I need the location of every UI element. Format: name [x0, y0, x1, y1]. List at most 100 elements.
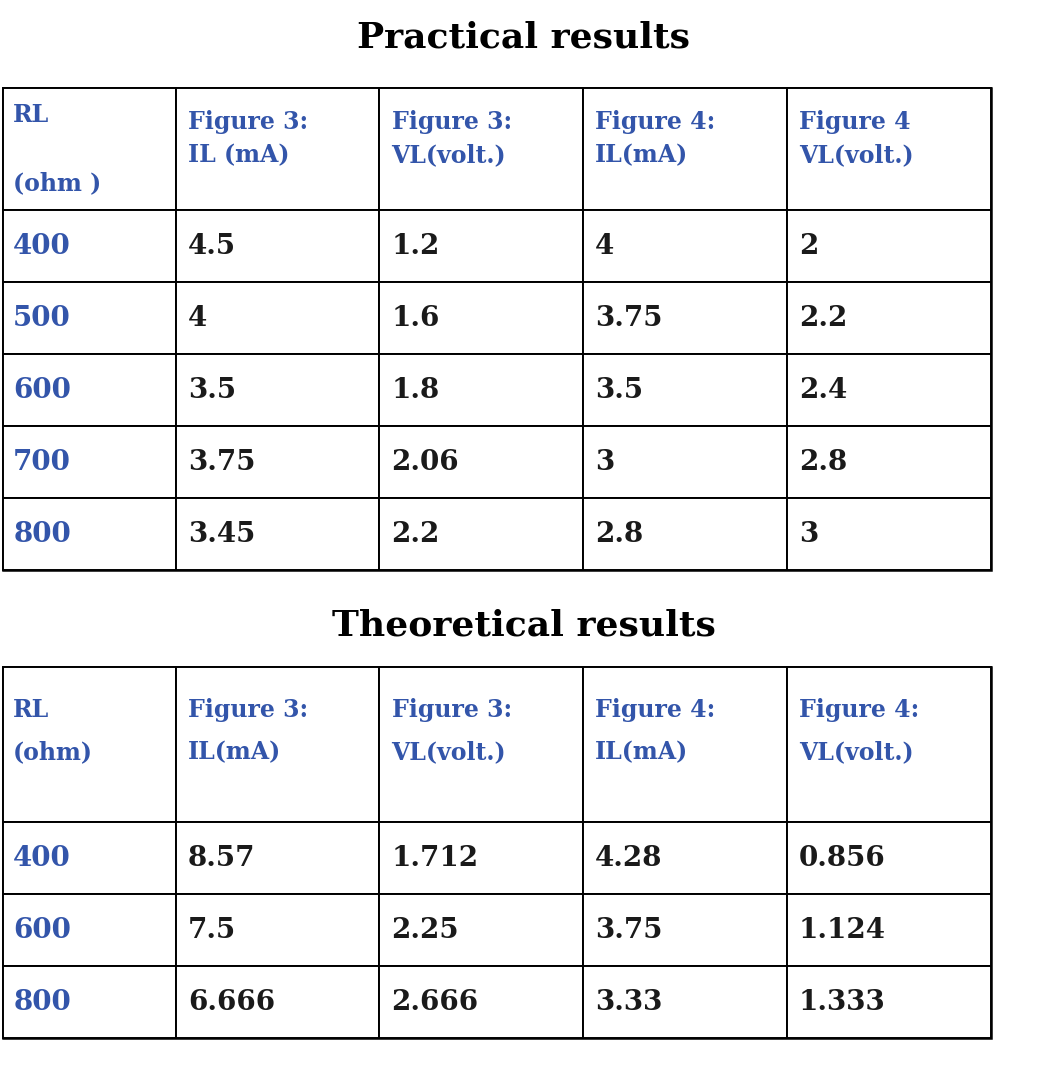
Text: 1.8: 1.8	[392, 377, 440, 403]
Bar	[176, 282, 379, 354]
Text: (ohm): (ohm)	[14, 740, 93, 764]
Text: 3: 3	[799, 520, 818, 547]
Text: Figure 3:: Figure 3:	[392, 699, 512, 722]
Text: 4: 4	[188, 305, 207, 332]
Bar	[3, 966, 176, 1038]
Text: 800: 800	[14, 520, 71, 547]
Text: 3.75: 3.75	[188, 449, 255, 475]
Text: RL: RL	[14, 699, 49, 722]
Bar	[379, 894, 583, 966]
Bar	[3, 667, 992, 1038]
Bar	[786, 498, 992, 570]
Bar	[583, 88, 786, 210]
Text: 400: 400	[14, 233, 71, 260]
Text: 2.25: 2.25	[392, 916, 460, 943]
Bar	[583, 354, 786, 426]
Text: IL(mA): IL(mA)	[188, 740, 282, 764]
Text: 2.2: 2.2	[392, 520, 440, 547]
Text: VL(volt.): VL(volt.)	[799, 740, 913, 764]
Text: 4.28: 4.28	[595, 844, 663, 871]
Text: 2.06: 2.06	[392, 449, 460, 475]
Bar	[379, 88, 583, 210]
Text: Figure 3:: Figure 3:	[392, 111, 512, 134]
Text: 2.2: 2.2	[799, 305, 847, 332]
Bar	[379, 426, 583, 498]
Bar	[379, 498, 583, 570]
Bar	[379, 210, 583, 282]
Bar	[3, 88, 176, 210]
Text: 8.57: 8.57	[188, 844, 255, 871]
Bar	[379, 354, 583, 426]
Bar	[786, 894, 992, 966]
Text: Figure 4:: Figure 4:	[595, 699, 715, 722]
Bar	[786, 966, 992, 1038]
Text: Figure 4:: Figure 4:	[595, 111, 715, 134]
Bar	[3, 426, 176, 498]
Text: 1.2: 1.2	[392, 233, 440, 260]
Text: 700: 700	[14, 449, 71, 475]
Bar	[3, 88, 992, 570]
Text: 2.4: 2.4	[799, 377, 847, 403]
Text: 4: 4	[595, 233, 615, 260]
Bar	[176, 498, 379, 570]
Text: 3: 3	[595, 449, 615, 475]
Text: 400: 400	[14, 844, 71, 871]
Text: 500: 500	[14, 305, 71, 332]
Bar	[583, 498, 786, 570]
Text: 3.45: 3.45	[188, 520, 255, 547]
Bar	[176, 210, 379, 282]
Bar	[176, 822, 379, 894]
Bar	[176, 894, 379, 966]
Bar	[3, 498, 176, 570]
Bar	[176, 354, 379, 426]
Bar	[583, 426, 786, 498]
Text: 2: 2	[799, 233, 818, 260]
Text: 3.75: 3.75	[595, 305, 663, 332]
Bar	[786, 667, 992, 822]
Bar	[786, 354, 992, 426]
Text: IL(mA): IL(mA)	[595, 143, 689, 167]
Bar	[583, 282, 786, 354]
Text: VL(volt.): VL(volt.)	[392, 740, 506, 764]
Bar	[3, 210, 176, 282]
Text: 7.5: 7.5	[188, 916, 237, 943]
Bar	[786, 88, 992, 210]
Text: Figure 3:: Figure 3:	[188, 111, 308, 134]
Text: 1.712: 1.712	[392, 844, 478, 871]
Bar	[379, 822, 583, 894]
Text: 1.124: 1.124	[799, 916, 886, 943]
Text: IL (mA): IL (mA)	[188, 143, 289, 167]
Bar	[786, 822, 992, 894]
Text: 2.8: 2.8	[595, 520, 644, 547]
Bar	[3, 354, 176, 426]
Bar	[176, 966, 379, 1038]
Text: (ohm ): (ohm )	[14, 172, 102, 195]
Bar	[786, 426, 992, 498]
Text: Figure 4:: Figure 4:	[799, 699, 919, 722]
Text: 600: 600	[14, 377, 71, 403]
Text: 800: 800	[14, 988, 71, 1015]
Bar	[3, 667, 176, 822]
Text: IL(mA): IL(mA)	[595, 740, 689, 764]
Text: 0.856: 0.856	[799, 844, 886, 871]
Bar	[176, 88, 379, 210]
Bar	[583, 210, 786, 282]
Text: RL: RL	[14, 103, 49, 127]
Bar	[786, 210, 992, 282]
Text: 3.33: 3.33	[595, 988, 663, 1015]
Text: 1.6: 1.6	[392, 305, 440, 332]
Text: 6.666: 6.666	[188, 988, 275, 1015]
Text: 3.5: 3.5	[188, 377, 237, 403]
Bar	[3, 894, 176, 966]
Text: Practical results: Practical results	[357, 21, 690, 55]
Text: 3.5: 3.5	[595, 377, 643, 403]
Bar	[583, 894, 786, 966]
Text: Figure 3:: Figure 3:	[188, 699, 308, 722]
Text: Theoretical results: Theoretical results	[332, 608, 715, 642]
Bar	[3, 282, 176, 354]
Text: VL(volt.): VL(volt.)	[392, 143, 506, 167]
Bar	[379, 966, 583, 1038]
Text: 600: 600	[14, 916, 71, 943]
Bar	[786, 282, 992, 354]
Text: 3.75: 3.75	[595, 916, 663, 943]
